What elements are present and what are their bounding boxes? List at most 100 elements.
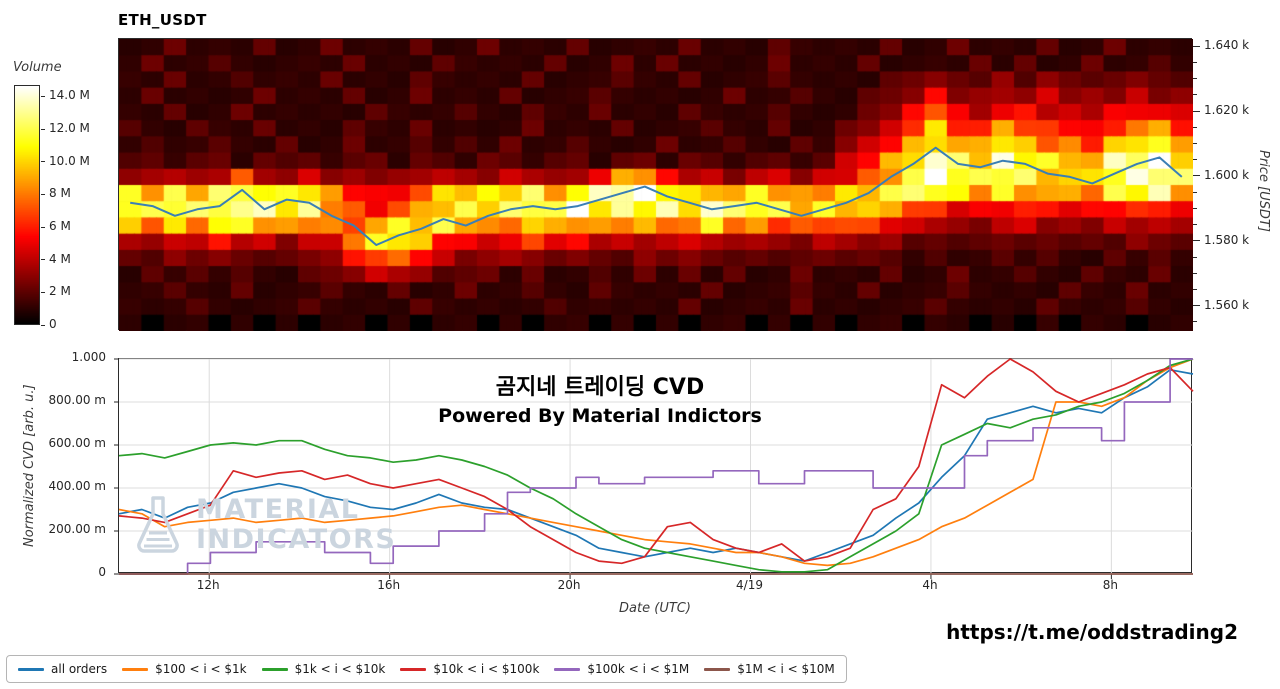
cvd-x-tick-label: 4/19 (736, 578, 763, 592)
price-minor-tick-mark (1193, 126, 1197, 128)
colorbar-tick-label: 8 M (49, 186, 71, 201)
chart-title: ETH_USDT (118, 11, 207, 29)
legend-item-label: $1k < i < $10k (294, 662, 386, 676)
cvd-x-tick-label: 20h (557, 578, 581, 592)
legend-item: $1k < i < $10k (261, 662, 386, 676)
price-minor-tick-mark (1193, 288, 1197, 290)
colorbar-tick-mark (41, 226, 45, 228)
price-tick-mark (1193, 110, 1200, 112)
legend-swatch (704, 667, 731, 671)
price-minor-tick-mark (1193, 78, 1197, 80)
volume-colorbar-gradient (15, 86, 39, 324)
price-tick-mark (1193, 175, 1200, 177)
colorbar-tick-mark (41, 259, 45, 261)
cvd-y-tick-label: 600.00 m (48, 436, 107, 450)
volume-price-heatmap-plot (118, 38, 1193, 331)
price-tick-mark (1193, 240, 1200, 242)
telegram-url: https://t.me/oddstrading2 (946, 620, 1238, 644)
cvd-y-tick-label: 400.00 m (48, 479, 107, 493)
colorbar-tick-label: 0 (49, 317, 57, 331)
price-tick-mark (1193, 45, 1200, 47)
series-line (118, 358, 1194, 565)
watermark-line-2: INDICATORS (196, 524, 397, 555)
cvd-chart-subtitle: Powered By Material Indictors (438, 405, 762, 427)
cvd-y-axis-label: Normalized CVD [arb. u.] (22, 384, 37, 548)
legend: all orders $100 < i < $1k $1k < i < $10k $1… (6, 655, 847, 683)
legend-swatch (400, 667, 427, 671)
series-line (118, 358, 1194, 573)
cvd-x-tick-label: 4h (922, 578, 938, 592)
price-tick-label: 1.560 k (1204, 297, 1250, 312)
price-axis-tick-labels: 1.640 k 1.620 k 1.600 k 1.580 k 1.560 k (1193, 38, 1263, 330)
price-tick-mark (1193, 305, 1200, 307)
colorbar-tick-labels: 14.0 M 12.0 M 10.0 M 8 M 6 M 4 M 2 M 0 (41, 85, 111, 331)
colorbar-tick-label: 12.0 M (49, 121, 90, 136)
colorbar-axis-label: Volume (13, 60, 62, 75)
legend-item: $100 < i < $1k (122, 662, 247, 676)
material-indicators-watermark: MATERIAL INDICATORS (134, 494, 396, 556)
colorbar-tick-label: 4 M (49, 251, 71, 266)
price-minor-tick-mark (1193, 159, 1197, 161)
cvd-chart-title: 곰지네 트레이딩 CVD (495, 375, 705, 400)
cvd-y-tick-label: 1.000 (71, 350, 106, 364)
colorbar-tick-mark (41, 291, 45, 293)
colorbar-tick-label: 2 M (49, 284, 71, 299)
cvd-x-tick-label: 8h (1102, 578, 1118, 592)
price-minor-tick-mark (1193, 61, 1197, 63)
legend-item-label: $10k < i < $100k (433, 662, 540, 676)
series-line (119, 358, 1193, 575)
price-tick-label: 1.640 k (1204, 38, 1250, 53)
colorbar-tick-label: 6 M (49, 219, 71, 234)
series-line (118, 368, 1194, 562)
price-tick-label: 1.620 k (1204, 103, 1250, 117)
cvd-x-axis-label: Date (UTC) (619, 601, 691, 616)
price-tick-label: 1.600 k (1204, 167, 1250, 182)
price-minor-tick-mark (1193, 256, 1197, 258)
cvd-y-tick-label: 800.00 m (48, 393, 107, 407)
colorbar-tick-mark (41, 324, 45, 326)
cvd-series-svg (114, 358, 1194, 579)
cvd-x-tick-labels: 12h 16h 20h 4/19 4h 8h (118, 578, 1192, 594)
colorbar-tick-mark (41, 128, 45, 130)
legend-item-label: all orders (51, 662, 108, 676)
legend-item: $100k < i < $1M (554, 662, 689, 676)
price-minor-tick-mark (1193, 272, 1197, 274)
volume-colorbar (14, 85, 40, 325)
price-minor-tick-mark (1193, 224, 1197, 226)
price-minor-tick-mark (1193, 142, 1197, 144)
cvd-line-plot (114, 358, 1194, 579)
price-tick-label: 1.580 k (1204, 232, 1250, 247)
volume-heatmap (119, 39, 1193, 331)
price-axis-label: Price [USDT] (1256, 149, 1271, 232)
cvd-y-tick-labels: 1.000 800.00 m 600.00 m 400.00 m 200.00 m 0 (34, 350, 110, 579)
legend-item-label: $100 < i < $1k (155, 662, 247, 676)
price-minor-tick-mark (1193, 94, 1197, 96)
cvd-y-tick-label: 200.00 m (48, 522, 107, 536)
legend-item-label: $100k < i < $1M (587, 662, 690, 676)
flask-icon (137, 496, 179, 553)
price-minor-tick-mark (1193, 191, 1197, 193)
watermark-line-1: MATERIAL (196, 494, 360, 525)
colorbar-tick-label: 14.0 M (49, 88, 90, 103)
legend-swatch (554, 667, 581, 671)
colorbar-tick-label: 10.0 M (49, 153, 90, 168)
legend-item: $10k < i < $100k (400, 662, 539, 676)
price-minor-tick-mark (1193, 207, 1197, 209)
colorbar-tick-mark (41, 193, 45, 195)
cvd-y-tick-label: 0 (98, 565, 106, 579)
price-line (130, 146, 1183, 246)
price-minor-tick-mark (1193, 321, 1197, 323)
legend-item: all orders (18, 662, 107, 676)
legend-item: $1M < i < $10M (704, 662, 835, 676)
price-line-overlay (130, 146, 1183, 246)
cvd-x-tick-label: 12h (196, 578, 220, 592)
legend-swatch (261, 667, 288, 671)
colorbar-tick-mark (41, 161, 45, 163)
cvd-x-tick-label: 16h (377, 578, 401, 592)
legend-swatch (122, 667, 149, 671)
colorbar-tick-mark (41, 95, 45, 97)
legend-swatch (18, 667, 44, 671)
legend-item-label: $1M < i < $10M (737, 662, 835, 676)
watermark-text: MATERIAL INDICATORS (196, 495, 396, 555)
